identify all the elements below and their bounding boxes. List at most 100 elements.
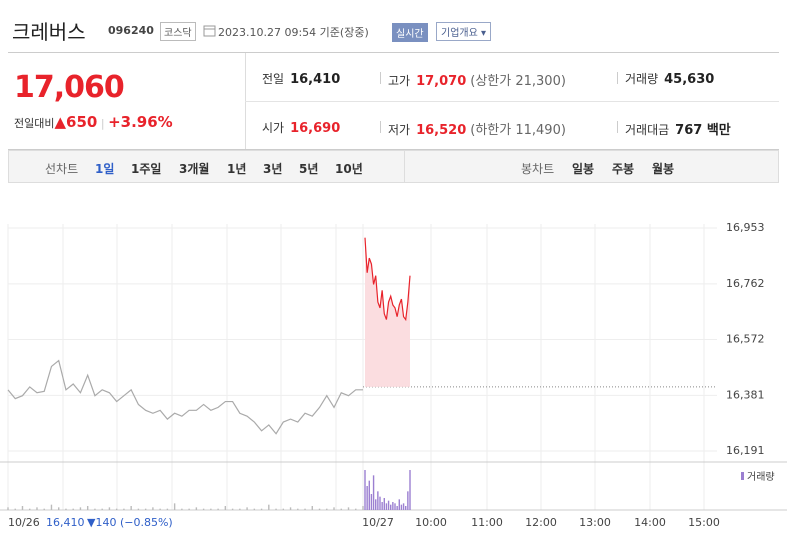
volume-bar [14, 508, 16, 510]
current-price: 17,060 [14, 70, 125, 105]
volume-bar [152, 507, 154, 510]
volume-bar [101, 508, 103, 510]
company-info-button[interactable]: 기업개요 ▾ [436, 22, 492, 41]
volume-bar [326, 508, 328, 510]
y-tick-label: 16,953 [726, 221, 765, 234]
footer-close: 16,410 [46, 516, 85, 529]
volume-bar [202, 508, 205, 510]
change-value: ▲650 [54, 113, 98, 131]
volume-bar [7, 507, 9, 510]
volume-bar [396, 506, 398, 510]
change: 전일대비▲650 | +3.96% [14, 113, 173, 131]
volume-bar [407, 491, 409, 510]
tab[interactable]: 3년 [263, 162, 283, 176]
volume-bar [379, 496, 381, 510]
footer-date: 10/26 [8, 516, 40, 529]
stat-value: 16,520 [416, 123, 467, 138]
volume-bar [217, 508, 219, 510]
tab[interactable]: 1주일 [131, 162, 162, 176]
volume-bar [123, 508, 125, 510]
volume-bar [159, 508, 161, 510]
volume-bar [239, 508, 241, 510]
volume-bar [224, 506, 227, 510]
tab-group-label: 봉차트 [521, 162, 555, 176]
x-tick-label: 11:00 [471, 516, 503, 529]
volume-bar [385, 503, 388, 510]
x-tick-label: 15:00 [688, 516, 720, 529]
volume-bar [311, 506, 313, 510]
volume-bar [275, 508, 277, 510]
volume-bar [375, 499, 377, 510]
volume-bar [364, 470, 366, 510]
stat: 전일 16,410 [262, 70, 340, 87]
volume-bar [355, 508, 357, 510]
volume-bar [304, 508, 306, 510]
x-tick-label: 14:00 [634, 516, 666, 529]
tab[interactable]: 1일 [95, 162, 115, 176]
volume-bar [21, 506, 24, 510]
volume-bar [282, 508, 285, 510]
volume-bar [268, 504, 270, 510]
volume-bar [387, 500, 390, 510]
volume-bar [65, 508, 67, 510]
company-info-label: 기업개요 [441, 28, 478, 39]
volume-bar [36, 507, 38, 510]
volume-bar [340, 508, 342, 510]
tab[interactable]: 월봉 [652, 162, 675, 176]
x-tick-label: 10/27 [362, 516, 394, 529]
volume-bar [405, 506, 407, 510]
stat: 시가 16,690 [262, 119, 340, 136]
volume-bar [383, 498, 385, 510]
volume-bar [402, 503, 405, 510]
volume-bar [181, 508, 183, 510]
volume-bar [390, 504, 392, 510]
stat-note: (하한가 11,490) [470, 123, 566, 138]
tab[interactable]: 3개월 [179, 162, 210, 176]
volume-bar [115, 508, 118, 510]
volume-bar [173, 503, 176, 510]
x-tick-label: 12:00 [525, 516, 557, 529]
volume-bar [166, 508, 169, 510]
datetime: 2023.10.27 09:54 기준(장중) [218, 26, 369, 39]
volume-bar [347, 507, 350, 510]
tab[interactable]: 주봉 [612, 162, 635, 176]
volume-bar [362, 506, 364, 510]
volume-bar [195, 507, 198, 510]
y-tick-label: 16,762 [726, 277, 765, 290]
stat-value: 17,070 [416, 74, 467, 89]
stock-name: 크레버스 [12, 20, 86, 44]
change-label: 전일대비 [14, 117, 55, 130]
volume-bar [86, 506, 89, 510]
volume-bar [231, 508, 234, 510]
volume-bar [79, 507, 82, 510]
y-tick-label: 16,191 [726, 444, 765, 457]
volume-legend-swatch [741, 472, 744, 480]
volume-bar [289, 507, 292, 510]
volume-bar [144, 508, 147, 510]
volume-bar [372, 475, 375, 510]
stat-label: 고가 [388, 74, 411, 88]
tab[interactable]: 일봉 [572, 162, 595, 176]
volume-bar [297, 508, 299, 510]
volume-bar [210, 508, 212, 510]
stat: 저가 16,520 (하한가 11,490) [388, 119, 566, 138]
tab[interactable]: 5년 [299, 162, 319, 176]
tab[interactable]: 10년 [335, 162, 363, 176]
volume-bar [188, 508, 190, 510]
volume-bar [398, 499, 400, 510]
volume-bar [394, 503, 396, 510]
market-badge: 코스닥 [160, 22, 196, 41]
volume-bar [366, 486, 368, 510]
volume-bar [43, 508, 45, 510]
tab-group-label: 선차트 [45, 162, 79, 176]
tab[interactable]: 1년 [227, 162, 247, 176]
stat: 거래량 45,630 [625, 70, 714, 87]
stat-value: 45,630 [664, 72, 715, 87]
stock-code: 096240 [108, 24, 154, 37]
footer-change: ▼140 (−0.85%) [87, 516, 173, 529]
stat: 고가 17,070 (상한가 21,300) [388, 70, 566, 89]
volume-bar [381, 502, 383, 510]
realtime-badge[interactable]: 실시간 [392, 23, 428, 42]
